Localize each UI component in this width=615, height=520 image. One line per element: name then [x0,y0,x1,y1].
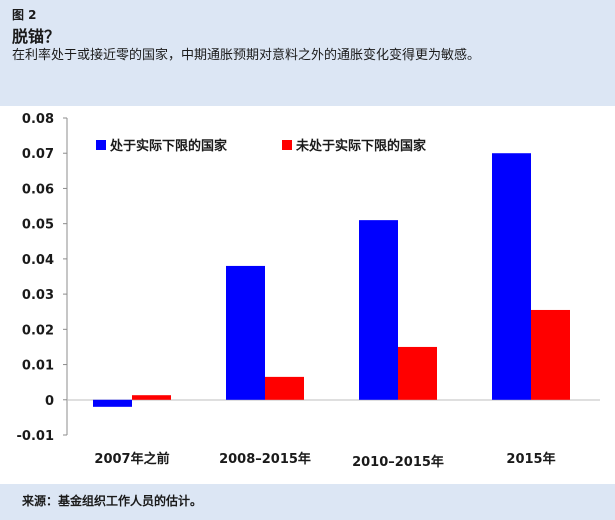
bar-series-2-cat-2 [265,376,304,400]
bar-series-1-cat-4 [492,153,531,400]
y-tick-label: 0.05 [22,218,54,233]
y-tick-label: 0.03 [22,288,54,303]
x-category-label: 2007年之前 [94,451,169,467]
bar-series-2-cat-1 [132,395,171,400]
y-tick-label: 0.07 [22,147,54,162]
bar-series-2-cat-4 [531,309,570,400]
x-category-label: 2010–2015年 [352,454,444,470]
y-tick-label: -0.01 [17,429,54,444]
bar-series-1-cat-2 [226,265,265,400]
legend-label-series-1: 处于实际下限的国家 [109,138,228,154]
y-tick-label: 0.08 [22,112,54,127]
plot-panel: -0.01 0 0.01 0.02 0.03 0.04 0.05 0.06 0.07 0.08 2… [0,106,615,484]
axes [66,118,600,435]
y-tick-label: 0.01 [22,359,54,374]
figure-label: 图 2 [12,8,37,22]
source-note: 来源：基金组织工作人员的估计。 [22,494,203,508]
y-tick-label: 0 [45,394,54,409]
bar-series-2-cat-3 [398,346,437,400]
x-category-label: 2015年 [506,451,555,467]
legend-label-series-2: 未处于实际下限的国家 [295,138,427,154]
y-tick-label: 0.06 [22,182,54,197]
bar-chart: -0.01 0 0.01 0.02 0.03 0.04 0.05 0.06 0.07 0.08 2… [17,112,600,470]
legend-swatch-series-1 [96,140,106,150]
figure-title: 脱锚？ [12,27,61,46]
y-tick-label: 0.02 [22,323,54,338]
x-category-label: 2008–2015年 [219,451,311,467]
bar-series-1-cat-1 [93,399,132,407]
figure-subtitle: 在利率处于或接近零的国家，中期通胀预期对意料之外的通胀变化变得更为敏感。 [12,48,481,63]
legend-swatch-series-2 [282,140,292,150]
y-tick-label: 0.04 [22,253,54,268]
bar-series-1-cat-3 [359,220,398,400]
legend: 处于实际下限的国家 未处于实际下限的国家 [96,138,427,154]
